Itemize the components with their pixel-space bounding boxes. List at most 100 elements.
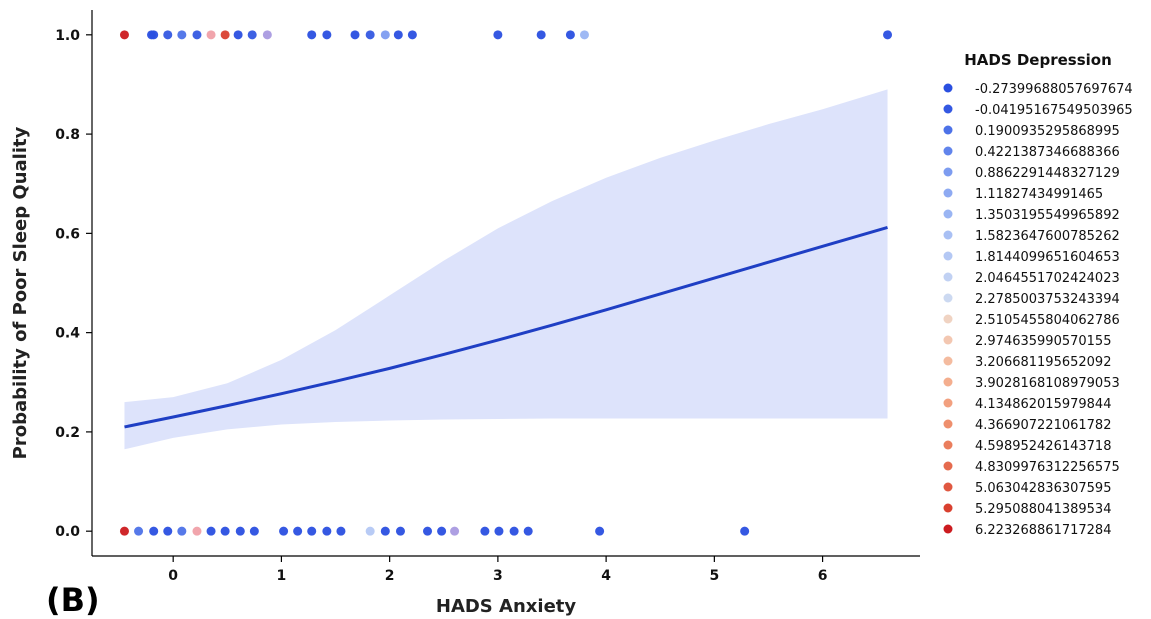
scatter-point	[493, 30, 503, 40]
legend-marker	[943, 461, 953, 471]
scatter-point	[407, 30, 417, 40]
x-tick-label: 4	[601, 568, 611, 584]
legend-label: -0.27399688057697674	[975, 82, 1133, 97]
scatter-point	[322, 30, 332, 40]
legend-marker	[943, 272, 953, 282]
scatter-point	[536, 30, 546, 40]
scatter-point	[279, 526, 289, 536]
legend-label: 2.0464551702424023	[975, 271, 1120, 286]
legend-marker	[943, 167, 953, 177]
x-tick-label: 0	[168, 568, 178, 584]
legend-label: 6.223268861717284	[975, 523, 1111, 538]
scatter-point	[423, 526, 433, 536]
y-tick-label: 0.8	[55, 127, 80, 143]
legend-label: 4.366907221061782	[975, 418, 1111, 433]
scatter-point	[119, 30, 129, 40]
legend-marker	[943, 503, 953, 513]
scatter-point	[565, 30, 575, 40]
scatter-point	[119, 526, 129, 536]
legend-label: 1.3503195549965892	[975, 208, 1120, 223]
scatter-point	[480, 526, 490, 536]
y-tick-label: 0.6	[55, 226, 80, 242]
scatter-point	[365, 30, 375, 40]
legend-label: 1.11827434991465	[975, 187, 1103, 202]
scatter-point	[450, 526, 460, 536]
legend-marker	[943, 125, 953, 135]
scatter-point	[220, 30, 230, 40]
legend-marker	[943, 83, 953, 93]
scatter-point	[883, 30, 893, 40]
legend: HADS Depression -0.27399688057697674 -0.0…	[943, 51, 1133, 538]
scatter-point	[336, 526, 346, 536]
legend-marker	[943, 146, 953, 156]
scatter-point	[206, 526, 216, 536]
legend-marker	[943, 398, 953, 408]
legend-label: 2.5105455804062786	[975, 313, 1120, 328]
scatter-point	[192, 30, 202, 40]
y-tick-label: 0.4	[55, 326, 80, 342]
scatter-point	[177, 526, 187, 536]
scatter-point	[134, 526, 144, 536]
legend-marker	[943, 356, 953, 366]
legend-label: 4.598952426143718	[975, 439, 1111, 454]
x-tick-label: 3	[493, 568, 503, 584]
legend-marker	[943, 188, 953, 198]
panel-label: (B)	[46, 581, 100, 619]
legend-marker	[943, 335, 953, 345]
y-axis-label: Probability of Poor Sleep Quality	[10, 126, 31, 459]
legend-label: 0.4221387346688366	[975, 145, 1120, 160]
scatter-point	[509, 526, 519, 536]
scatter-point	[249, 526, 259, 536]
scatter-point	[149, 526, 159, 536]
legend-marker	[943, 440, 953, 450]
legend-label: 2.974635990570155	[975, 334, 1111, 349]
x-tick-label: 6	[818, 568, 828, 584]
scatter-point	[307, 30, 317, 40]
confidence-band	[124, 89, 888, 450]
scatter-point	[177, 30, 187, 40]
y-tick-label: 0.0	[55, 524, 80, 540]
scatter-point	[163, 526, 173, 536]
legend-marker	[943, 419, 953, 429]
legend-label: 4.134862015979844	[975, 397, 1111, 412]
scatter-point	[494, 526, 504, 536]
scatter-point	[262, 30, 272, 40]
legend-label: 0.8862291448327129	[975, 166, 1120, 181]
legend-title: HADS Depression	[964, 51, 1112, 69]
scatter-point	[293, 526, 303, 536]
scatter-point	[206, 30, 216, 40]
legend-marker	[943, 314, 953, 324]
scatter-point	[307, 526, 317, 536]
scatter-point	[350, 30, 360, 40]
scatter-point	[437, 526, 447, 536]
scatter-point	[235, 526, 245, 536]
scatter-point	[740, 526, 750, 536]
legend-marker	[943, 482, 953, 492]
regression-line	[124, 225, 888, 429]
scatter-point	[523, 526, 533, 536]
scatter-point	[149, 30, 159, 40]
legend-label: 4.8309976312256575	[975, 460, 1120, 475]
legend-label: 0.1900935295868995	[975, 124, 1120, 139]
x-tick-label: 2	[385, 568, 395, 584]
y-tick-label: 0.2	[55, 425, 80, 441]
scatter-point	[395, 526, 405, 536]
legend-label: 3.9028168108979053	[975, 376, 1120, 391]
scatter-point	[380, 526, 390, 536]
scatter-point	[192, 526, 202, 536]
legend-label: -0.04195167549503965	[975, 103, 1133, 118]
legend-label: 2.2785003753243394	[975, 292, 1120, 307]
x-axis-label: HADS Anxiety	[436, 596, 577, 617]
legend-label: 3.206681195652092	[975, 355, 1111, 370]
legend-marker	[943, 209, 953, 219]
scatter-point	[380, 30, 390, 40]
scatter-point	[220, 526, 230, 536]
scatter-point	[233, 30, 243, 40]
y-tick-label: 1.0	[55, 28, 80, 44]
scatter-point	[595, 526, 605, 536]
plot-area: 0 1 2 3 4 5 6 0.0 0.2 0.4 0.6 0.8 1.0	[55, 10, 920, 584]
scatter-point	[322, 526, 332, 536]
legend-label: 1.5823647600785262	[975, 229, 1120, 244]
legend-marker	[943, 377, 953, 387]
